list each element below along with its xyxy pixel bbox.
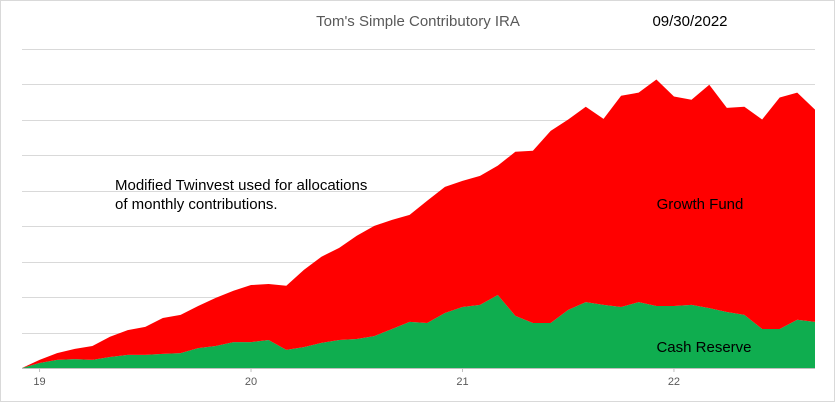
annotation-line: of monthly contributions. xyxy=(115,196,278,213)
x-tick-label: 19 xyxy=(33,376,45,388)
x-tick-label: 20 xyxy=(245,376,257,388)
x-tick-label: 21 xyxy=(456,376,468,388)
series-label: Growth Fund xyxy=(657,196,744,213)
annotation-line: Modified Twinvest used for allocations xyxy=(115,177,367,194)
x-axis: 19 20 21 22 xyxy=(22,368,815,388)
series-label: Cash Reserve xyxy=(656,339,751,356)
chart-title: Tom's Simple Contributory IRA xyxy=(316,13,520,30)
area xyxy=(22,294,815,368)
x-tick-label: 22 xyxy=(668,376,680,388)
date-label: 09/30/2022 xyxy=(652,13,727,30)
areas xyxy=(22,79,815,368)
area xyxy=(22,79,815,368)
